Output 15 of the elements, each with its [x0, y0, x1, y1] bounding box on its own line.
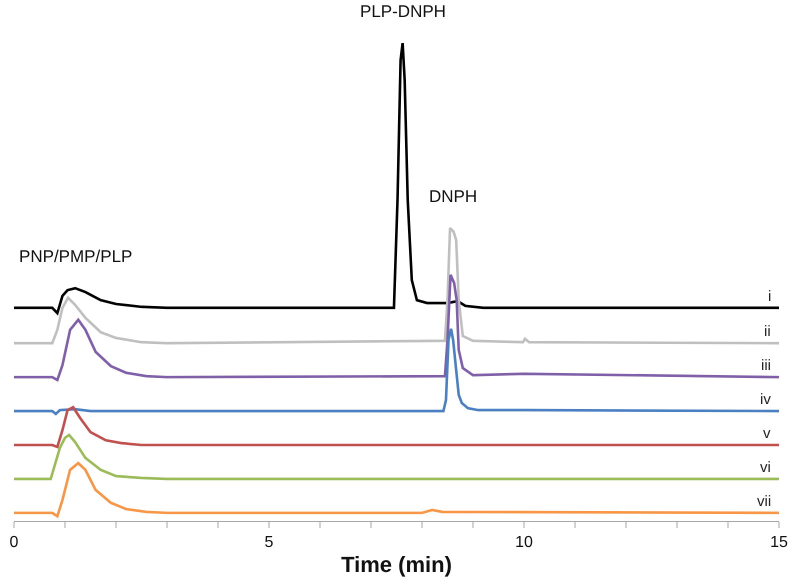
annotation: DNPH	[429, 187, 478, 206]
x-tick-label: 0	[10, 534, 19, 552]
series-label: vii	[757, 493, 772, 510]
series-label: i	[768, 288, 772, 305]
x-tick-label: 10	[515, 534, 533, 552]
x-tick-label: 15	[770, 534, 788, 552]
annotation: PLP-DNPH	[360, 2, 446, 21]
series-label: iii	[761, 357, 771, 374]
series-label: v	[763, 425, 771, 442]
series-label: ii	[764, 323, 771, 340]
x-axis-title: Time (min)	[341, 552, 452, 578]
x-tick-label: 5	[264, 534, 274, 552]
series-label: iv	[760, 391, 772, 408]
annotation: PNP/PMP/PLP	[19, 247, 132, 266]
series-label: vi	[760, 459, 771, 476]
